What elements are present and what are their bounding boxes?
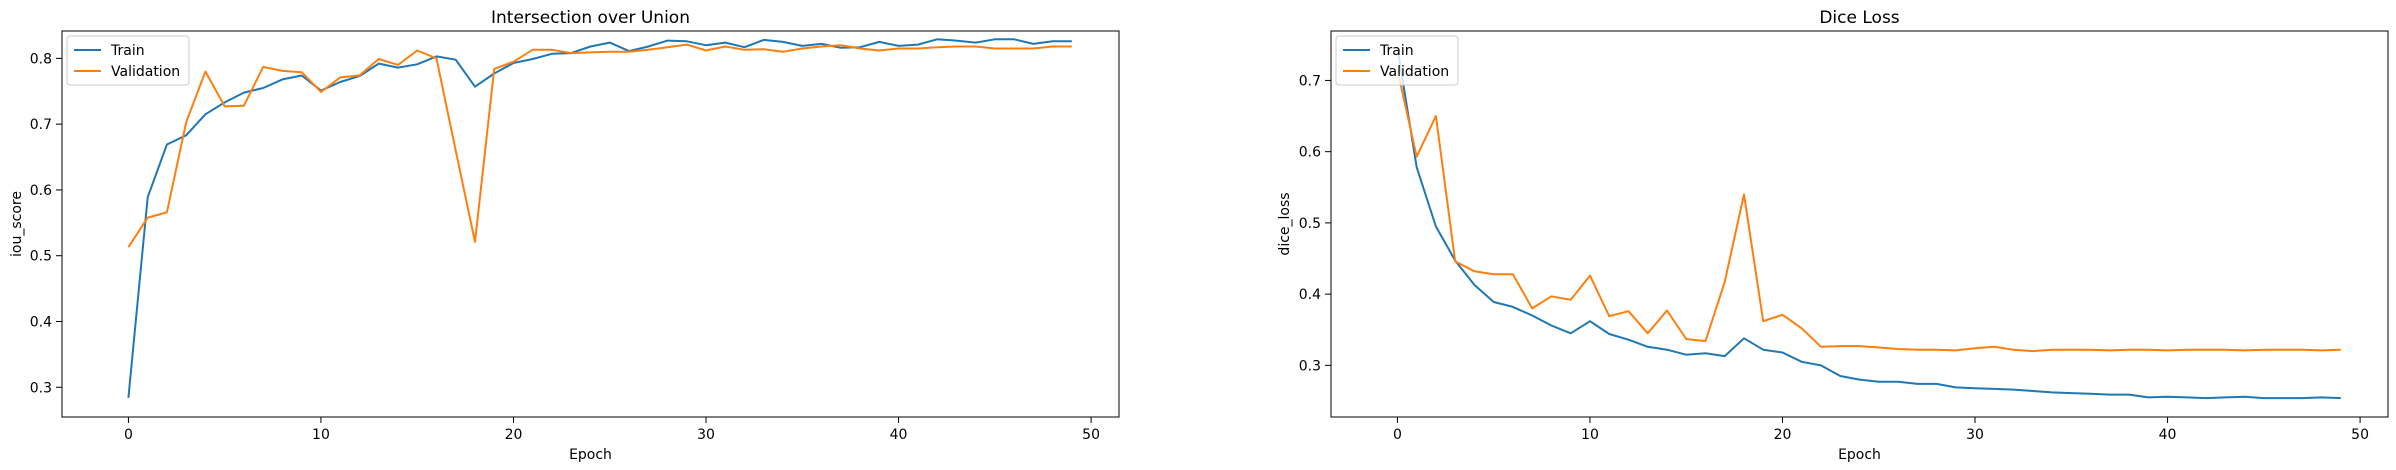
- x-tick-label: 20: [505, 427, 523, 443]
- plot-frame: [61, 30, 1120, 418]
- legend: Train Validation: [1335, 35, 1459, 86]
- x-tick-label: 50: [2351, 427, 2369, 443]
- y-tick-label: 0.4: [30, 314, 52, 330]
- x-tick-label: 0: [124, 427, 133, 443]
- y-axis-label: dice_loss: [1277, 192, 1293, 255]
- chart-title: Dice Loss: [1819, 8, 1899, 28]
- y-tick-label: 0.3: [1299, 358, 1321, 374]
- x-tick-label: 30: [1966, 427, 1984, 443]
- series-lines: [127, 38, 1072, 398]
- x-tick-label: 10: [1581, 427, 1599, 443]
- dice-loss-chart: Dice Loss 0 10 20 30 40 50 0.3 0.4 0.5 0.6 0.7 Ep…: [1277, 8, 2389, 463]
- x-tick-label: 10: [312, 427, 330, 443]
- series-lines: [1396, 47, 2341, 400]
- y-tick-label: 0.7: [30, 117, 52, 133]
- y-tick-label: 0.5: [30, 249, 52, 265]
- y-tick-label: 0.8: [30, 51, 52, 67]
- legend-label-validation: Validation: [111, 64, 180, 80]
- x-axis: 0 10 20 30 40 50: [1393, 417, 2369, 443]
- plot-area: [1331, 31, 2388, 417]
- y-axis: 0.3 0.4 0.5 0.6 0.7 0.8: [30, 51, 62, 396]
- x-axis-label: Epoch: [569, 447, 612, 463]
- y-tick-label: 0.3: [30, 380, 52, 396]
- x-axis-label: Epoch: [1838, 447, 1881, 463]
- y-tick-label: 0.6: [30, 183, 52, 199]
- y-tick-label: 0.4: [1299, 287, 1321, 303]
- iou-chart: Intersection over Union 0 10 20 30 40 50 0.30…: [9, 8, 1120, 463]
- chart-title: Intersection over Union: [491, 8, 690, 28]
- x-axis: 0 10 20 30 40 50: [124, 417, 1100, 443]
- x-tick-label: 0: [1393, 427, 1402, 443]
- x-tick-label: 20: [1774, 427, 1792, 443]
- legend-label-train: Train: [1379, 43, 1414, 59]
- plot-frame: [1330, 30, 2389, 418]
- series-line-train: [1396, 47, 2341, 400]
- plot-area: [62, 31, 1119, 417]
- legend-label-train: Train: [110, 43, 145, 59]
- y-axis-label: iou_score: [9, 191, 25, 257]
- x-tick-label: 40: [2159, 427, 2177, 443]
- series-line-validation: [1396, 69, 2341, 353]
- y-axis: 0.3 0.4 0.5 0.6 0.7: [1299, 73, 1331, 374]
- legend: Train Validation: [66, 35, 190, 86]
- y-tick-label: 0.7: [1299, 73, 1321, 89]
- x-tick-label: 50: [1082, 427, 1100, 443]
- x-tick-label: 40: [890, 427, 908, 443]
- legend-box: [66, 35, 190, 86]
- legend-label-validation: Validation: [1380, 64, 1449, 80]
- y-tick-label: 0.6: [1299, 145, 1321, 161]
- series-line-train: [127, 38, 1072, 398]
- legend-box: [1335, 35, 1459, 86]
- x-tick-label: 30: [697, 427, 715, 443]
- series-line-validation: [127, 43, 1072, 248]
- y-tick-label: 0.5: [1299, 216, 1321, 232]
